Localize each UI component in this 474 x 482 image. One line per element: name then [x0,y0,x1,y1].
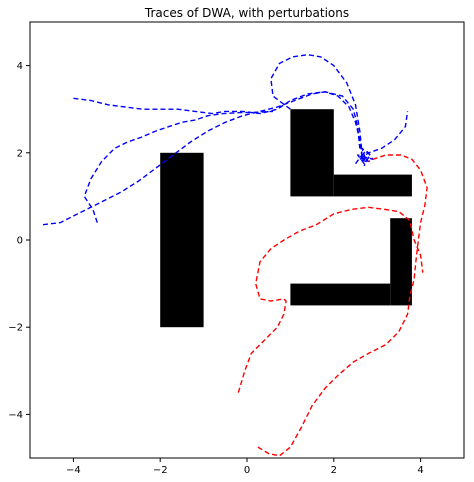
trace-line-1 [42,91,363,226]
obstacle-2 [333,174,412,197]
trace-line-6 [237,206,424,393]
chart-title: Traces of DWA, with perturbations [144,6,349,20]
y-tick-label: 4 [17,61,23,72]
x-tick-label: 4 [417,465,423,476]
y-tick-label: 2 [17,148,23,159]
trace-line-4 [359,111,409,160]
y-tick-label: 0 [17,236,23,247]
x-tick-label: 0 [244,465,250,476]
y-tick-label: −4 [8,410,23,421]
x-tick-label: 2 [331,465,337,476]
obstacle-4 [290,283,391,306]
obstacle-0 [160,152,204,328]
trace-line-0 [83,110,274,223]
x-tick-label: −2 [153,465,168,476]
trace-line-5 [354,147,374,167]
x-tick-label: −4 [66,465,81,476]
trace-line-3 [270,54,363,153]
trace-line-2 [73,91,361,149]
obstacle-3 [390,218,412,306]
obstacle-1 [290,109,334,197]
y-tick-label: −2 [8,323,23,334]
trace-line-7 [257,154,428,457]
